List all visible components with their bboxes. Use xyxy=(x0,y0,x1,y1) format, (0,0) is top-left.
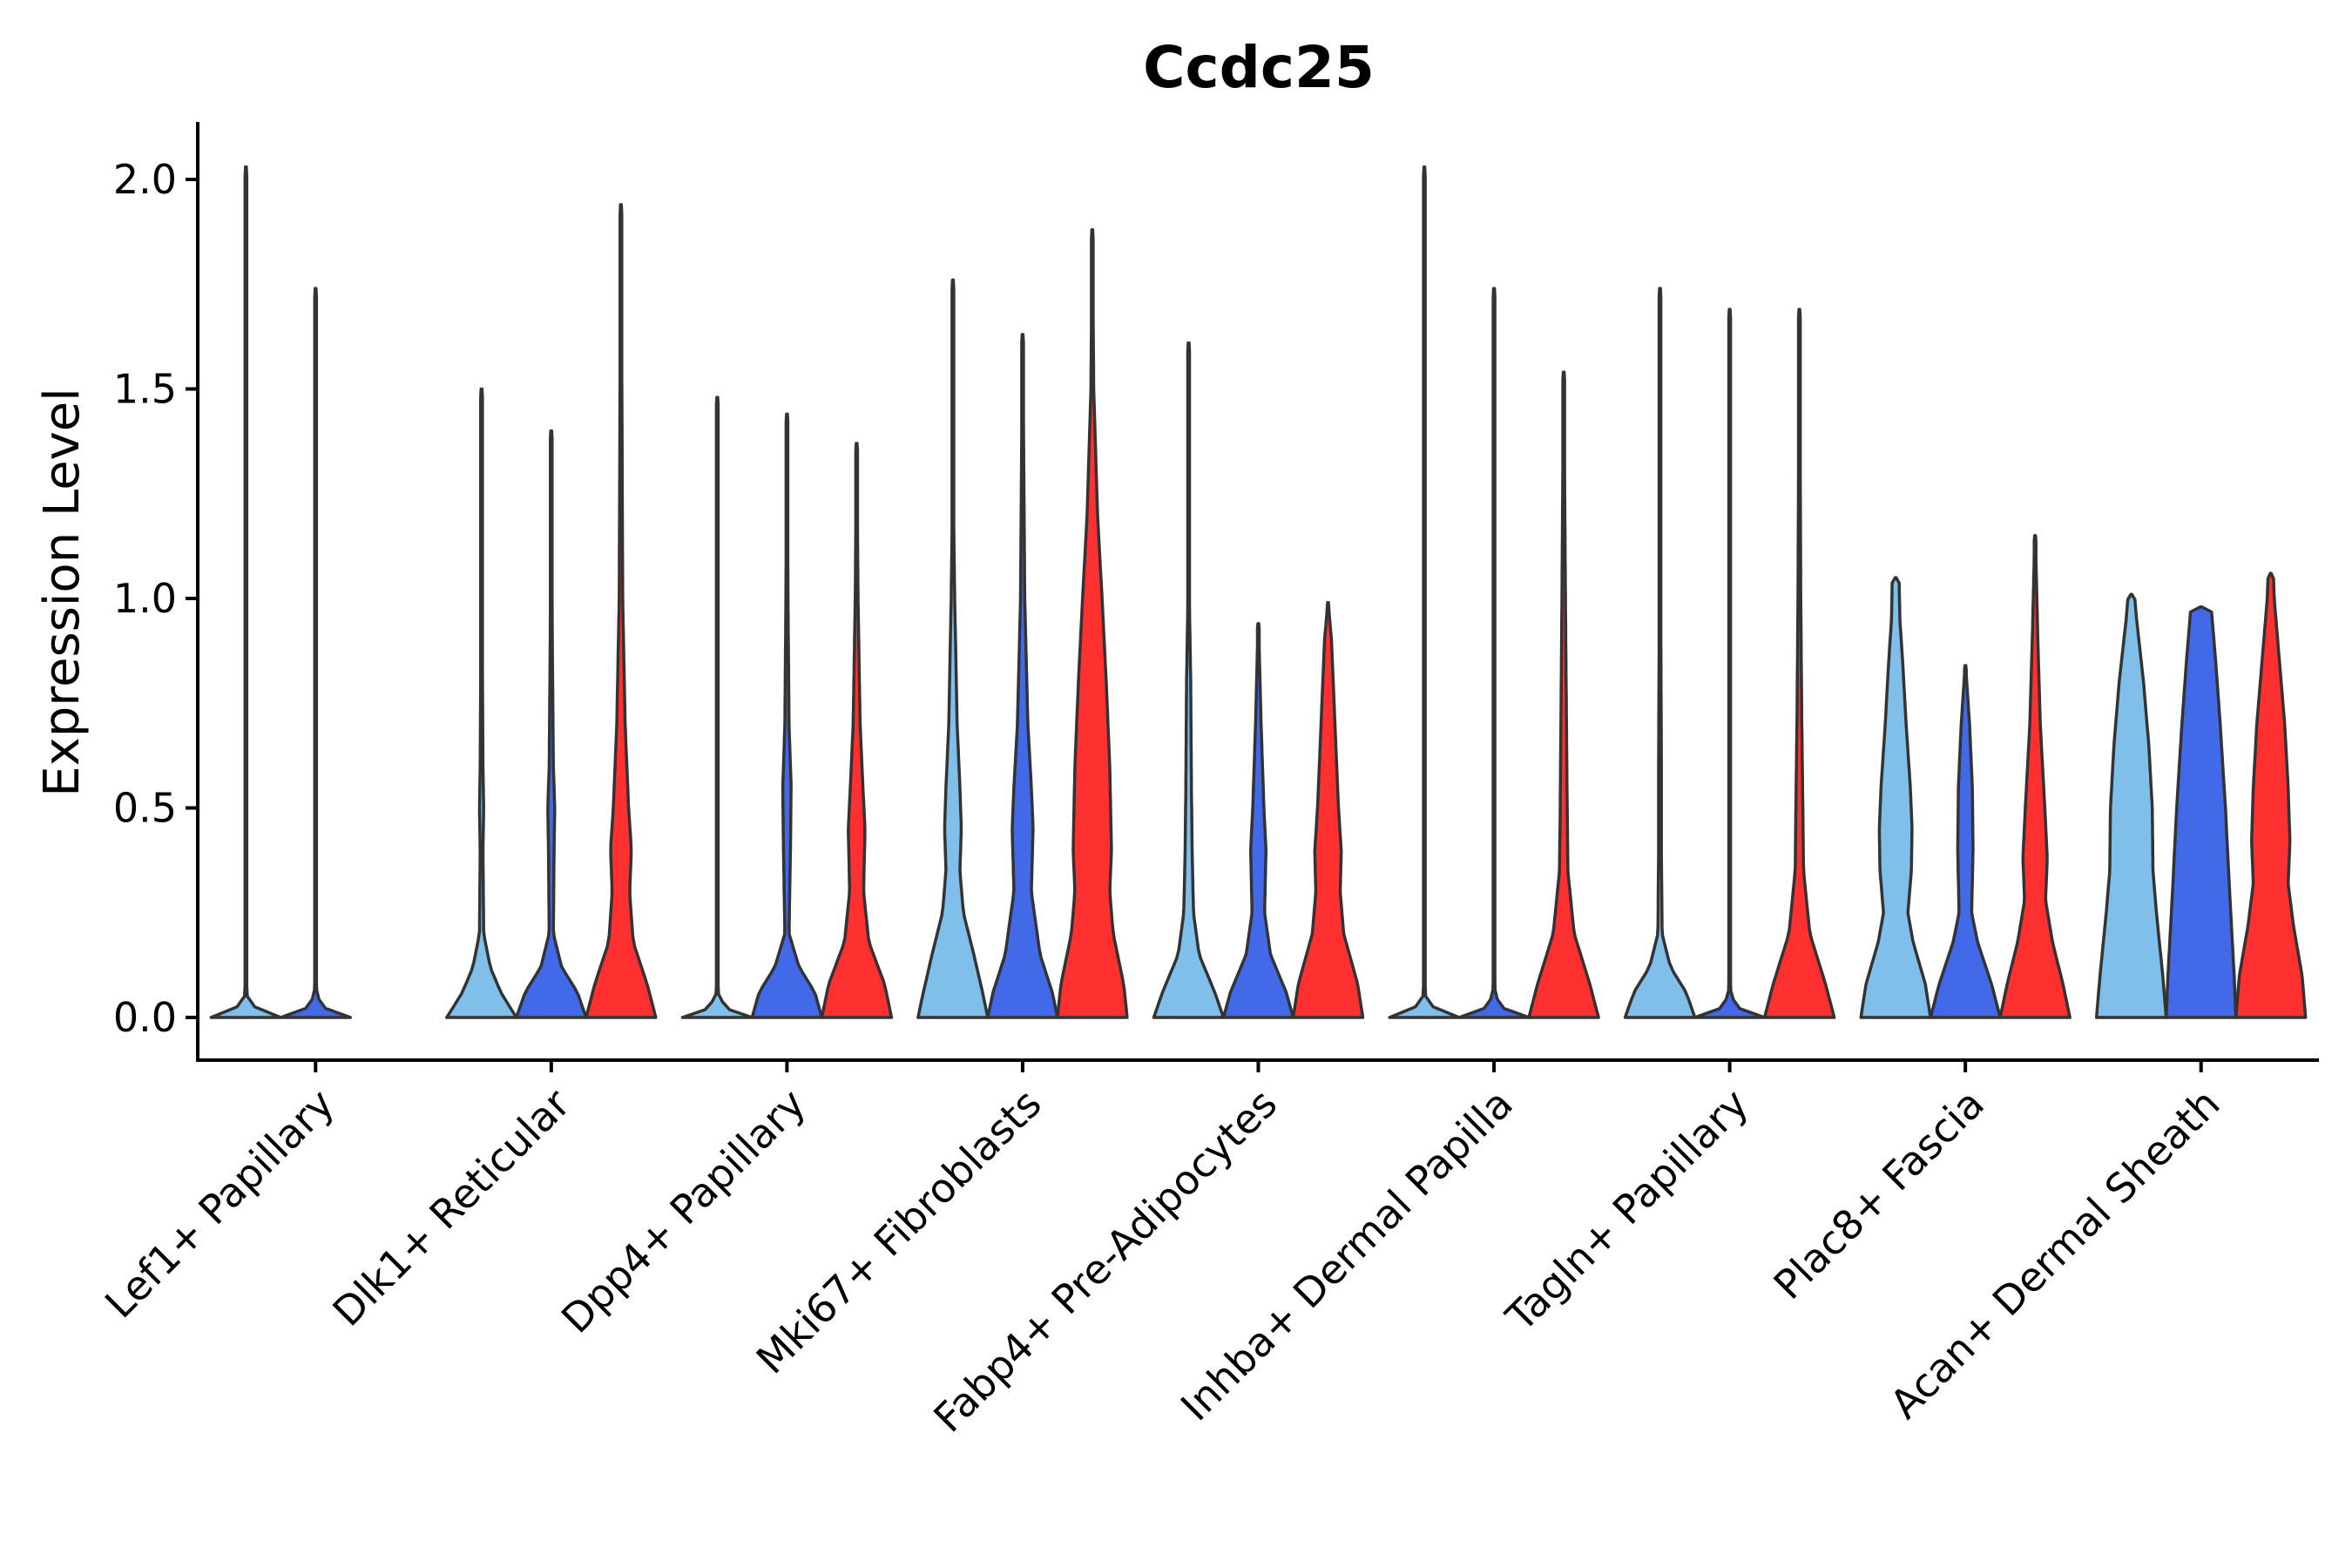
violin-1-3 xyxy=(680,395,754,1019)
x-tick-label: Plac8+ Fascia xyxy=(1765,1080,1993,1308)
violin-3-8 xyxy=(1998,534,2072,1019)
chart-title: Ccdc25 xyxy=(1143,34,1375,101)
y-axis-ticks: 0.0 0.5 1.0 1.5 2.0 xyxy=(113,156,198,1041)
violin-2-5 xyxy=(1221,622,1295,1019)
y-axis-label: Expression Level xyxy=(34,388,91,797)
x-tick-label: Dpp4+ Papillary xyxy=(552,1080,814,1342)
violin-3-2 xyxy=(585,203,658,1019)
violin-3-5 xyxy=(1291,601,1365,1019)
violin-1-2 xyxy=(445,387,518,1019)
violin-3-4 xyxy=(1056,227,1129,1019)
violin-1-4 xyxy=(916,278,990,1019)
violin-2-4 xyxy=(986,333,1059,1019)
violin-1-9 xyxy=(2094,592,2168,1019)
violin-3-7 xyxy=(1762,308,1836,1019)
violin-1-7 xyxy=(1623,287,1697,1019)
violin-3-9 xyxy=(2234,571,2308,1019)
violin-1-6 xyxy=(1388,165,1461,1019)
y-tick-label: 2.0 xyxy=(113,156,177,203)
y-tick-label: 0.5 xyxy=(113,785,177,832)
violin-2-9 xyxy=(2164,605,2238,1019)
violin-1-8 xyxy=(1859,576,1932,1019)
x-tick-label: Tagln+ Papillary xyxy=(1497,1080,1758,1342)
violin-2-1 xyxy=(279,287,353,1019)
violin-2-3 xyxy=(750,412,824,1019)
violin-2-7 xyxy=(1693,308,1767,1019)
violin-2-8 xyxy=(1929,664,2002,1019)
violin-3-6 xyxy=(1527,370,1600,1019)
violin-1-1 xyxy=(209,165,283,1019)
violin-2-2 xyxy=(515,429,588,1019)
violin-layer xyxy=(209,165,2308,1019)
y-tick-label: 1.0 xyxy=(113,575,177,622)
x-tick-label: Dlk1+ Reticular xyxy=(323,1080,578,1335)
violin-1-5 xyxy=(1152,341,1226,1019)
violin-3-3 xyxy=(820,442,894,1019)
x-tick-label: Lef1+ Papillary xyxy=(96,1080,343,1328)
violin-2-6 xyxy=(1457,287,1531,1019)
y-tick-label: 0.0 xyxy=(113,994,177,1041)
y-tick-label: 1.5 xyxy=(113,366,177,413)
